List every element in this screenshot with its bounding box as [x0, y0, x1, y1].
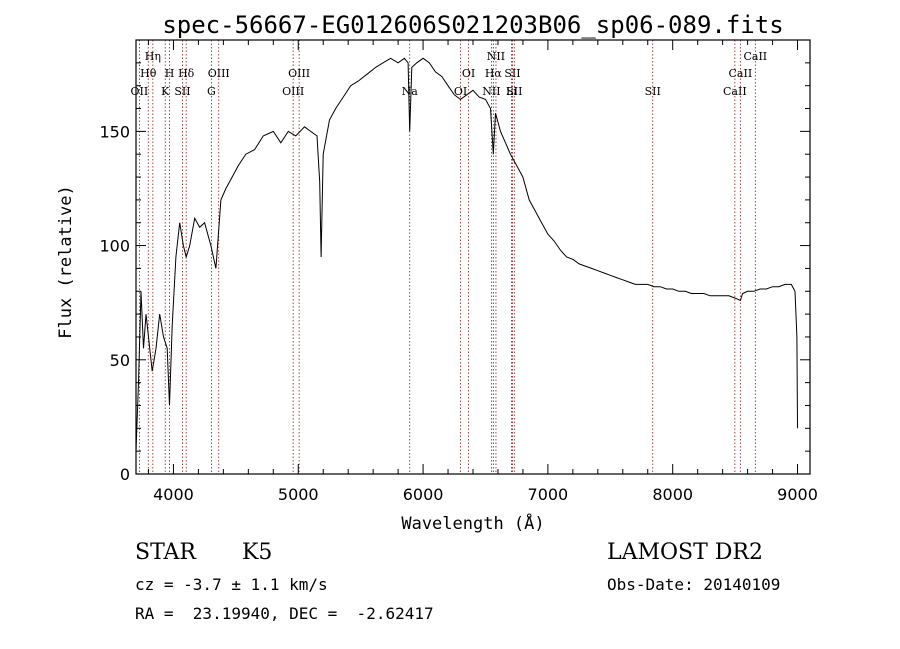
- x-axis-label: Wavelength (Å): [401, 512, 544, 534]
- redshift-velocity: cz = -3.7 ± 1.1 km/s: [135, 575, 328, 594]
- y-tick-label: 150: [99, 122, 130, 141]
- spectral-line-label: OIII: [208, 67, 230, 80]
- spectral-line-label: Hη: [145, 50, 161, 63]
- spectral-line-label: OI: [462, 67, 475, 80]
- spectral-line-label: SII: [504, 67, 520, 80]
- spectral-line-label: Li: [506, 85, 517, 98]
- spectral-line-label: Hδ: [178, 67, 195, 80]
- spectral-line-label: Na: [402, 85, 419, 98]
- y-axis-label: Flux (relative): [56, 185, 76, 339]
- x-tick-label: 8000: [652, 485, 693, 504]
- chart-title: spec-56667-EG012606S021203B06_sp06-089.f…: [162, 11, 783, 39]
- spectral-line-label: Hα: [485, 67, 503, 80]
- x-tick-label: 4000: [153, 485, 194, 504]
- spectral-line-label: OIII: [282, 85, 304, 98]
- y-tick-label: 0: [120, 465, 130, 484]
- spectral-line-label: K: [161, 85, 170, 98]
- spectral-line-label: NII: [487, 50, 505, 63]
- spectrum-line: [135, 57, 798, 452]
- plot-frame: [135, 39, 811, 475]
- spectral-line-label: CaII: [723, 85, 747, 98]
- survey-label: LAMOST DR2: [607, 540, 763, 565]
- coordinates: RA = 23.19940, DEC = -2.62417: [135, 604, 434, 623]
- spectral-line-label: Hθ: [140, 67, 157, 80]
- spectral-line-label: NII: [482, 85, 500, 98]
- spectral-line-labels: OII Hθ Hη KH SII Hδ G OIII OIII OIII Na OI OI NII Hα NI…: [131, 50, 768, 98]
- axis-ticks: 4000 5000 6000 7000 8000 9000 0 50 100 150: [99, 40, 818, 504]
- spectral-line-label: SII: [174, 85, 190, 98]
- spectral-line-label: CaII: [743, 50, 767, 63]
- y-tick-label: 100: [99, 237, 130, 256]
- spectral-line-label: G: [207, 85, 216, 98]
- spectral-line-label: H: [165, 67, 175, 80]
- x-tick-label: 6000: [403, 485, 444, 504]
- spectral-line-label: SII: [645, 85, 661, 98]
- subclass: K5: [242, 540, 273, 565]
- x-tick-label: 7000: [528, 485, 569, 504]
- y-tick-label: 50: [110, 351, 130, 370]
- spectral-line-label: OII: [131, 85, 149, 98]
- spectral-line-label: OI: [454, 85, 467, 98]
- spectral-line-label: CaII: [729, 67, 753, 80]
- x-tick-label: 9000: [777, 485, 818, 504]
- class-type: STAR: [135, 540, 196, 565]
- spectral-line-markers: [138, 40, 756, 474]
- x-tick-label: 5000: [278, 485, 319, 504]
- spectral-line-label: SII: [506, 85, 522, 98]
- observation-date: Obs-Date: 20140109: [607, 575, 781, 594]
- spectral-line-label: OIII: [288, 67, 310, 80]
